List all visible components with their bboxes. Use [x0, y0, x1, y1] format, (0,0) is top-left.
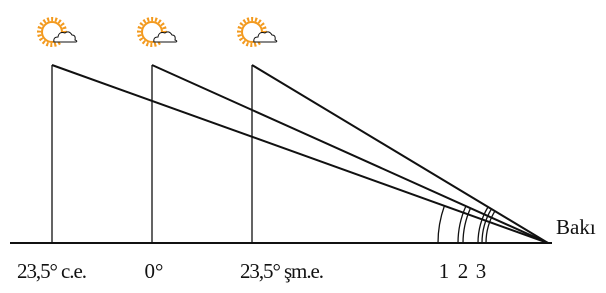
sun — [39, 19, 77, 45]
angle-label: 3 — [476, 259, 487, 283]
diagram: 23,5° c.e. 0° 23,5° şm.e. 1 2 3 Bakı — [0, 0, 606, 293]
ray-line — [52, 65, 548, 243]
page: {"positions": [{"label": "23,5° c.e."}, … — [0, 0, 606, 293]
position-label: 23,5° c.e. — [17, 259, 87, 283]
ray-line — [152, 65, 548, 243]
angle-arc — [438, 206, 444, 243]
sun — [139, 19, 177, 45]
position-label: 23,5° şm.e. — [240, 259, 324, 283]
angle-label: 2 — [458, 259, 469, 283]
place-label: Bakı — [556, 215, 596, 239]
suns — [39, 19, 277, 45]
ray-line — [252, 65, 548, 243]
sun-rays — [52, 65, 548, 243]
angle-label: 1 — [439, 259, 450, 283]
verticals — [52, 65, 252, 243]
angle-arcs — [438, 206, 495, 243]
position-label: 0° — [145, 259, 164, 283]
sun — [239, 19, 277, 45]
